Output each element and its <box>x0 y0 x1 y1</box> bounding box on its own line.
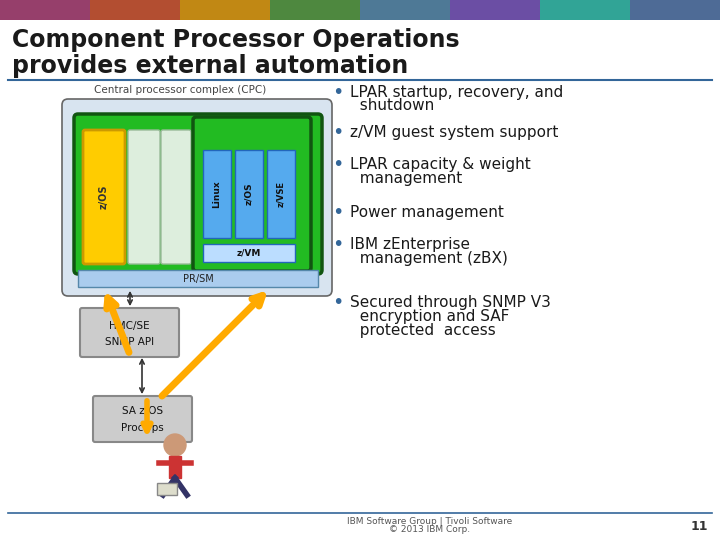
Text: provides external automation: provides external automation <box>12 54 408 78</box>
Bar <box>90 0 180 20</box>
Bar <box>203 244 295 262</box>
Bar <box>0 20 720 80</box>
Bar <box>157 483 177 495</box>
Text: IBM Software Group | Tivoli Software: IBM Software Group | Tivoli Software <box>347 517 513 526</box>
Bar <box>0 0 90 20</box>
Text: © 2013 IBM Corp.: © 2013 IBM Corp. <box>390 525 471 535</box>
Text: z/VM: z/VM <box>237 248 261 258</box>
Bar <box>270 0 360 20</box>
Text: shutdown: shutdown <box>350 98 434 113</box>
Text: LPAR startup, recovery, and: LPAR startup, recovery, and <box>350 84 563 99</box>
Text: Power management: Power management <box>350 205 504 219</box>
Text: protected  access: protected access <box>350 322 496 338</box>
Text: Component Processor Operations: Component Processor Operations <box>12 28 459 52</box>
Text: •: • <box>333 123 343 141</box>
Text: z/OS: z/OS <box>99 185 109 209</box>
Text: PR/SM: PR/SM <box>183 274 213 284</box>
FancyBboxPatch shape <box>74 114 322 274</box>
Text: z/VSE: z/VSE <box>276 181 286 207</box>
Text: Linux: Linux <box>212 180 222 208</box>
Bar <box>630 0 720 20</box>
Bar <box>360 0 450 20</box>
Text: IBM zEnterprise: IBM zEnterprise <box>350 238 470 253</box>
Bar <box>78 270 318 287</box>
Text: •: • <box>333 156 343 174</box>
Text: ProcOps: ProcOps <box>121 423 164 433</box>
Text: LPAR capacity & weight: LPAR capacity & weight <box>350 158 531 172</box>
Bar <box>0 0 720 20</box>
Bar <box>180 0 270 20</box>
Text: SNMP API: SNMP API <box>105 338 154 347</box>
Text: HMC/SE: HMC/SE <box>109 321 150 330</box>
Text: •: • <box>333 235 343 254</box>
Text: Central processor complex (CPC): Central processor complex (CPC) <box>94 85 266 95</box>
Bar <box>235 150 263 238</box>
Bar <box>203 150 231 238</box>
Bar <box>267 150 295 238</box>
Text: management: management <box>350 172 462 186</box>
Text: •: • <box>333 83 343 102</box>
Bar <box>450 0 540 20</box>
FancyBboxPatch shape <box>128 130 160 264</box>
Text: z/VM guest system support: z/VM guest system support <box>350 125 559 139</box>
FancyBboxPatch shape <box>193 117 311 271</box>
Bar <box>0 80 720 515</box>
Text: 11: 11 <box>690 521 708 534</box>
Text: z/OS: z/OS <box>245 183 253 205</box>
Text: •: • <box>333 202 343 221</box>
FancyBboxPatch shape <box>62 99 332 296</box>
Text: SA z/OS: SA z/OS <box>122 406 163 416</box>
Text: •: • <box>333 293 343 312</box>
Text: encryption and SAF: encryption and SAF <box>350 308 509 323</box>
FancyArrow shape <box>169 456 181 478</box>
FancyBboxPatch shape <box>80 308 179 357</box>
FancyBboxPatch shape <box>161 130 191 264</box>
FancyBboxPatch shape <box>83 130 125 264</box>
Circle shape <box>164 434 186 456</box>
Bar <box>540 0 630 20</box>
Text: Secured through SNMP V3: Secured through SNMP V3 <box>350 294 551 309</box>
Text: management (zBX): management (zBX) <box>350 252 508 267</box>
FancyBboxPatch shape <box>93 396 192 442</box>
